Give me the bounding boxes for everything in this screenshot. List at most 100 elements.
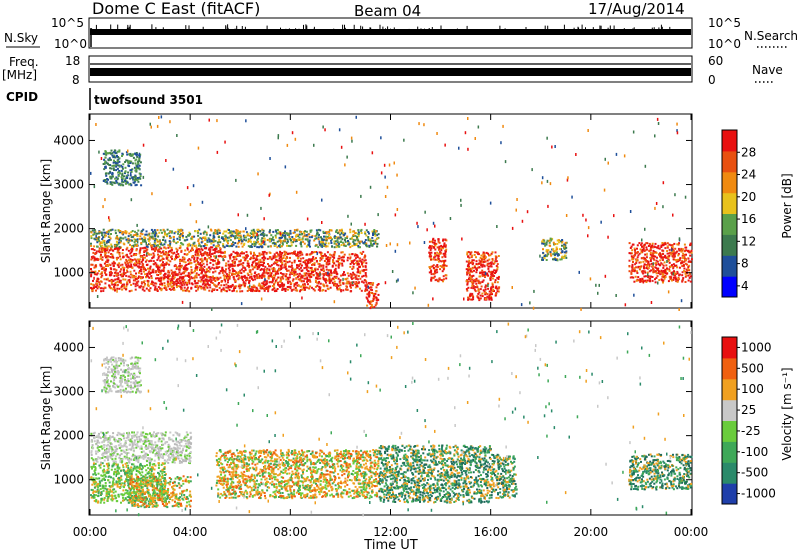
data-cell [676, 270, 679, 273]
data-cell [256, 233, 258, 236]
data-cell [296, 273, 299, 276]
data-cell [495, 285, 498, 288]
data-cell [158, 266, 161, 269]
data-cell [259, 285, 262, 288]
data-cell [279, 232, 282, 236]
data-cell [114, 283, 116, 286]
data-cell [197, 240, 200, 243]
data-cell [150, 253, 153, 256]
data-cell [345, 288, 348, 291]
data-cell [248, 266, 251, 269]
data-cell [295, 277, 298, 280]
data-cell [284, 264, 287, 267]
data-cell [184, 274, 187, 277]
data-cell [314, 237, 317, 240]
data-cell [230, 285, 233, 288]
data-cell [333, 240, 336, 243]
data-cell [196, 254, 198, 257]
data-cell [132, 234, 135, 237]
data-cell [272, 278, 274, 281]
data-cell [107, 178, 109, 181]
data-cell [344, 232, 347, 235]
data-cell [466, 289, 469, 292]
data-cell [333, 254, 336, 257]
data-cell [660, 246, 663, 248]
data-cell [636, 270, 638, 273]
data-cell [660, 256, 663, 259]
data-cell [359, 246, 361, 249]
data-cell [354, 239, 357, 242]
data-cell [168, 245, 171, 248]
data-cell [520, 303, 523, 307]
data-cell [316, 259, 318, 262]
data-cell [255, 287, 258, 290]
data-cell [134, 243, 137, 246]
data-cell [209, 234, 212, 237]
data-cell [163, 263, 166, 266]
data-cell [346, 256, 349, 259]
data-cell [354, 276, 357, 278]
data-cell [126, 260, 128, 263]
data-cell [118, 251, 121, 254]
data-cell [199, 236, 202, 239]
data-cell [441, 270, 444, 273]
data-cell [116, 159, 119, 162]
data-cell [564, 245, 566, 248]
data-cell [94, 266, 97, 269]
data-cell [641, 248, 644, 251]
data-cell [109, 237, 112, 240]
data-cell [373, 306, 376, 309]
data-cell [112, 260, 115, 263]
data-cell [277, 269, 280, 272]
data-cell [490, 286, 493, 289]
data-cell [231, 231, 234, 234]
data-cell [109, 183, 112, 185]
data-cell [174, 256, 177, 259]
data-cell [134, 275, 137, 278]
data-cell [236, 229, 239, 232]
data-cell [272, 239, 275, 241]
data-cell [102, 180, 105, 182]
data-cell [323, 272, 326, 275]
data-cell [121, 273, 124, 276]
data-cell [327, 269, 330, 272]
data-cell [427, 303, 430, 307]
data-cell [154, 232, 157, 235]
data-cell [444, 255, 447, 258]
data-cell [110, 273, 113, 276]
data-cell [209, 276, 212, 278]
data-cell [229, 256, 232, 259]
data-cell [284, 290, 287, 292]
data-cell [635, 258, 638, 261]
data-cell [338, 255, 341, 258]
data-cell [437, 240, 440, 243]
data-cell [355, 254, 358, 256]
data-cell [224, 270, 227, 273]
data-cell [168, 263, 171, 266]
data-cell [130, 172, 132, 176]
data-cell [265, 271, 268, 274]
data-cell [193, 245, 196, 247]
data-cell [662, 269, 665, 272]
data-cell [319, 289, 321, 292]
data-cell [660, 271, 663, 274]
data-cell [188, 290, 191, 293]
data-cell [219, 255, 222, 258]
data-cell [247, 245, 250, 248]
data-cell [224, 235, 227, 238]
data-cell [93, 185, 96, 189]
data-cell [91, 257, 94, 260]
data-cell [443, 245, 446, 248]
data-cell [304, 288, 306, 291]
data-cell [163, 277, 166, 280]
data-cell [190, 286, 193, 289]
data-cell [267, 288, 270, 291]
data-cell [100, 268, 103, 270]
data-cell [181, 277, 184, 280]
data-cell [661, 270, 664, 273]
data-cell [646, 252, 648, 256]
data-cell [240, 268, 243, 271]
data-cell [645, 264, 648, 267]
data-cell [491, 272, 493, 275]
data-cell [263, 287, 265, 290]
